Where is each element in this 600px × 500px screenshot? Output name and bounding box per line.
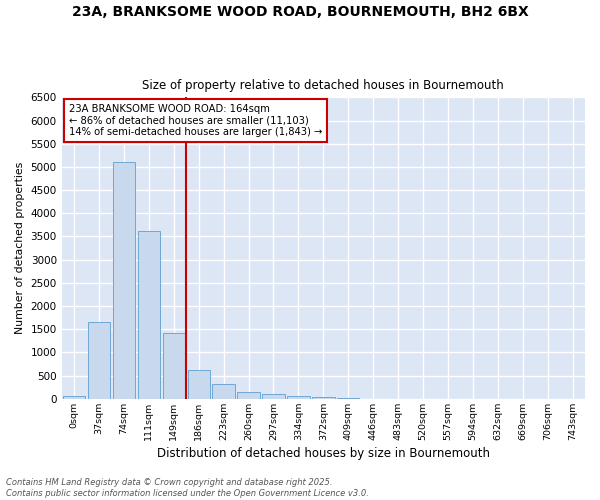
Bar xyxy=(63,396,85,399)
Text: 23A BRANKSOME WOOD ROAD: 164sqm
← 86% of detached houses are smaller (11,103)
14: 23A BRANKSOME WOOD ROAD: 164sqm ← 86% of… xyxy=(68,104,322,138)
Bar xyxy=(163,333,185,399)
Bar xyxy=(88,322,110,399)
Title: Size of property relative to detached houses in Bournemouth: Size of property relative to detached ho… xyxy=(142,79,504,92)
Y-axis label: Number of detached properties: Number of detached properties xyxy=(15,162,25,334)
Bar xyxy=(113,162,135,399)
X-axis label: Distribution of detached houses by size in Bournemouth: Distribution of detached houses by size … xyxy=(157,447,490,460)
Text: 23A, BRANKSOME WOOD ROAD, BOURNEMOUTH, BH2 6BX: 23A, BRANKSOME WOOD ROAD, BOURNEMOUTH, B… xyxy=(71,5,529,19)
Bar xyxy=(262,394,285,399)
Bar xyxy=(287,396,310,399)
Bar xyxy=(188,370,210,399)
Text: Contains HM Land Registry data © Crown copyright and database right 2025.
Contai: Contains HM Land Registry data © Crown c… xyxy=(6,478,369,498)
Bar xyxy=(238,392,260,399)
Bar xyxy=(212,384,235,399)
Bar xyxy=(137,231,160,399)
Bar xyxy=(312,398,335,399)
